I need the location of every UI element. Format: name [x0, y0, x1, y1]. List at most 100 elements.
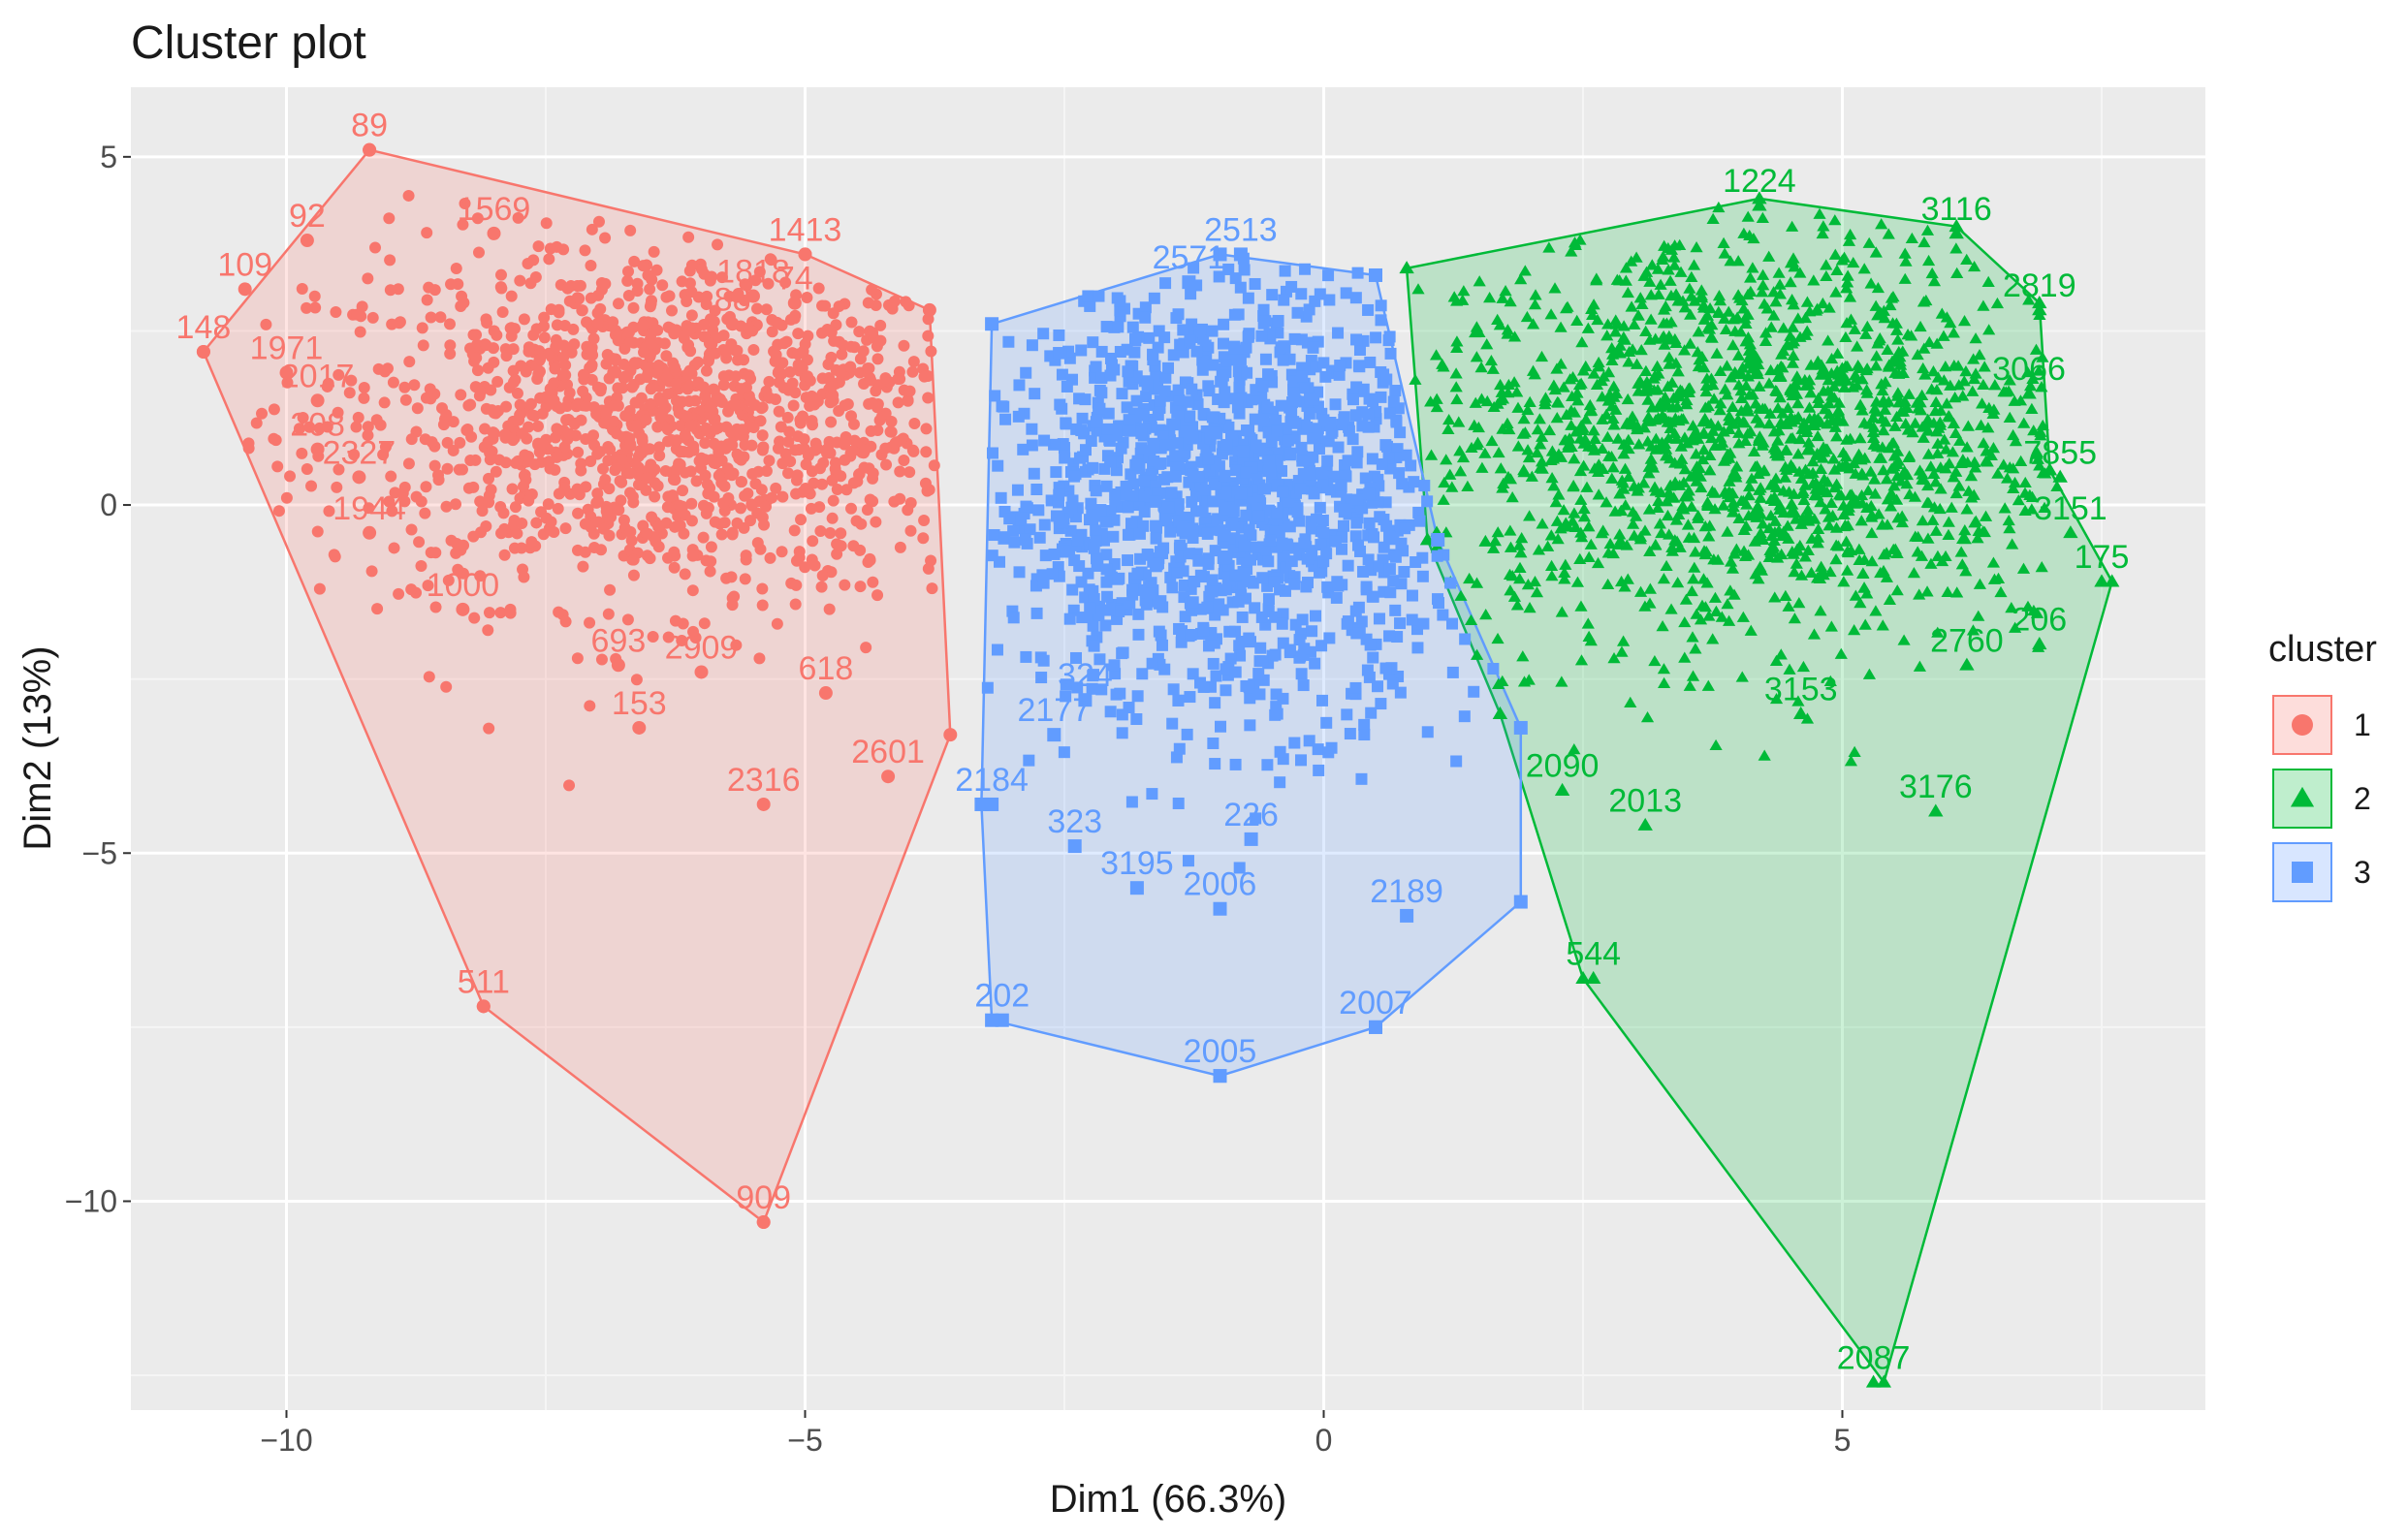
cluster-2-point — [1597, 370, 1611, 382]
cluster-1-point — [631, 396, 644, 409]
cluster-3-point — [1173, 742, 1186, 755]
cluster-3-point — [1132, 628, 1145, 641]
cluster-2-point — [1854, 398, 1867, 410]
cluster-2-point — [1749, 568, 1762, 580]
cluster-2-point — [1877, 549, 1891, 560]
cluster-3-point — [1319, 370, 1332, 383]
cluster-3-point — [1108, 659, 1121, 672]
cluster-3-point — [1172, 797, 1185, 809]
cluster-1-point — [922, 392, 935, 404]
cluster-2-point — [1947, 417, 1961, 428]
point-label: 148 — [176, 309, 232, 346]
cluster-3-labeled-point — [1400, 908, 1414, 923]
point-label: 1944 — [333, 490, 406, 527]
cluster-2-point — [1697, 361, 1711, 373]
cluster-1-point — [731, 291, 744, 303]
cluster-1-point — [718, 480, 731, 492]
cluster-3-point — [1285, 280, 1298, 293]
cluster-1-point — [776, 490, 789, 503]
cluster-2-point — [1926, 365, 1941, 377]
cluster-2-point — [1754, 482, 1767, 493]
cluster-1-point — [918, 370, 931, 383]
cluster-1-point — [907, 445, 920, 457]
cluster-3-point — [1320, 716, 1333, 729]
cluster-3-point — [1058, 746, 1070, 759]
cluster-1-point — [260, 318, 272, 330]
cluster-2-point — [1727, 338, 1740, 351]
cluster-2-point — [1758, 749, 1771, 761]
cluster-1-point — [704, 565, 716, 578]
cluster-1-point — [731, 448, 744, 460]
cluster-3-point — [1172, 694, 1185, 707]
cluster-1-point — [576, 304, 588, 317]
cluster-2-point — [1854, 488, 1869, 501]
cluster-2-point — [1824, 390, 1839, 401]
cluster-2-point — [1669, 357, 1683, 368]
cluster-2-point — [1814, 368, 1827, 380]
cluster-2-point — [1718, 312, 1731, 324]
cluster-1-point — [713, 469, 725, 482]
cluster-1-point — [903, 299, 915, 312]
cluster-2-point — [1638, 524, 1652, 536]
cluster-2-point — [1972, 524, 1985, 537]
cluster-1-point — [343, 387, 356, 399]
cluster-3-point — [1340, 287, 1352, 299]
cluster-3-point — [994, 555, 1006, 568]
cluster-2-point — [1968, 260, 1981, 272]
cluster-2-point — [1851, 340, 1864, 352]
cluster-3-point — [1384, 347, 1397, 360]
cluster-2-point — [1775, 529, 1789, 541]
cluster-2-point — [1513, 561, 1527, 573]
cluster-1-point — [450, 262, 462, 274]
cluster-2-point — [1606, 412, 1620, 424]
cluster-2-point — [1786, 220, 1799, 232]
cluster-3-point — [1139, 311, 1152, 324]
cluster-3-point — [1244, 719, 1256, 732]
cluster-1-point — [554, 402, 566, 415]
cluster-3-point — [1217, 337, 1229, 350]
cluster-1-point — [753, 652, 766, 665]
cluster-2-point — [1695, 284, 1708, 296]
cluster-2-point — [1832, 396, 1846, 408]
cluster-2-point — [1734, 404, 1748, 417]
cluster-2-point — [1662, 264, 1675, 275]
cluster-3-point — [1207, 359, 1220, 371]
point-label: 2017 — [281, 358, 355, 394]
cluster-2-point — [1430, 400, 1443, 413]
cluster-2-point — [1456, 294, 1470, 305]
cluster-2-point — [1790, 370, 1804, 382]
cluster-2-point — [1907, 566, 1920, 579]
cluster-3-point — [1400, 449, 1412, 461]
cluster-2-point — [1703, 464, 1717, 476]
cluster-3-point — [1314, 288, 1326, 300]
cluster-2-point — [1986, 407, 2000, 419]
cluster-2-point — [1583, 405, 1597, 417]
cluster-1-point — [854, 353, 867, 365]
cluster-3-point — [1338, 411, 1350, 424]
cluster-2-point — [1901, 424, 1915, 435]
cluster-2-point — [2003, 374, 2016, 386]
cluster-3-point — [1125, 796, 1138, 808]
cluster-2-point — [1981, 275, 1995, 288]
cluster-1-point — [483, 496, 495, 509]
cluster-2-point — [1684, 470, 1697, 482]
cluster-2-point — [1620, 539, 1633, 550]
cluster-1-point — [822, 442, 835, 455]
cluster-2-point — [1442, 423, 1455, 435]
cluster-2-point — [1574, 654, 1589, 666]
cluster-2-point — [1687, 573, 1700, 584]
cluster-2-point — [1510, 599, 1525, 611]
cluster-1-point — [656, 279, 669, 292]
cluster-2-point — [1758, 334, 1773, 346]
cluster-2-point — [1696, 416, 1710, 427]
cluster-3-point — [1373, 612, 1385, 625]
cluster-2-point — [1773, 278, 1787, 290]
cluster-2-point — [1896, 345, 1910, 357]
cluster-2-point — [1939, 443, 1953, 455]
cluster-2-point — [1699, 545, 1713, 557]
cluster-2-point — [1686, 670, 1700, 681]
cluster-2-point — [1622, 356, 1635, 367]
cluster-3-point — [1344, 728, 1356, 740]
cluster-3-point — [1213, 598, 1225, 611]
cluster-2-point — [1798, 311, 1813, 324]
